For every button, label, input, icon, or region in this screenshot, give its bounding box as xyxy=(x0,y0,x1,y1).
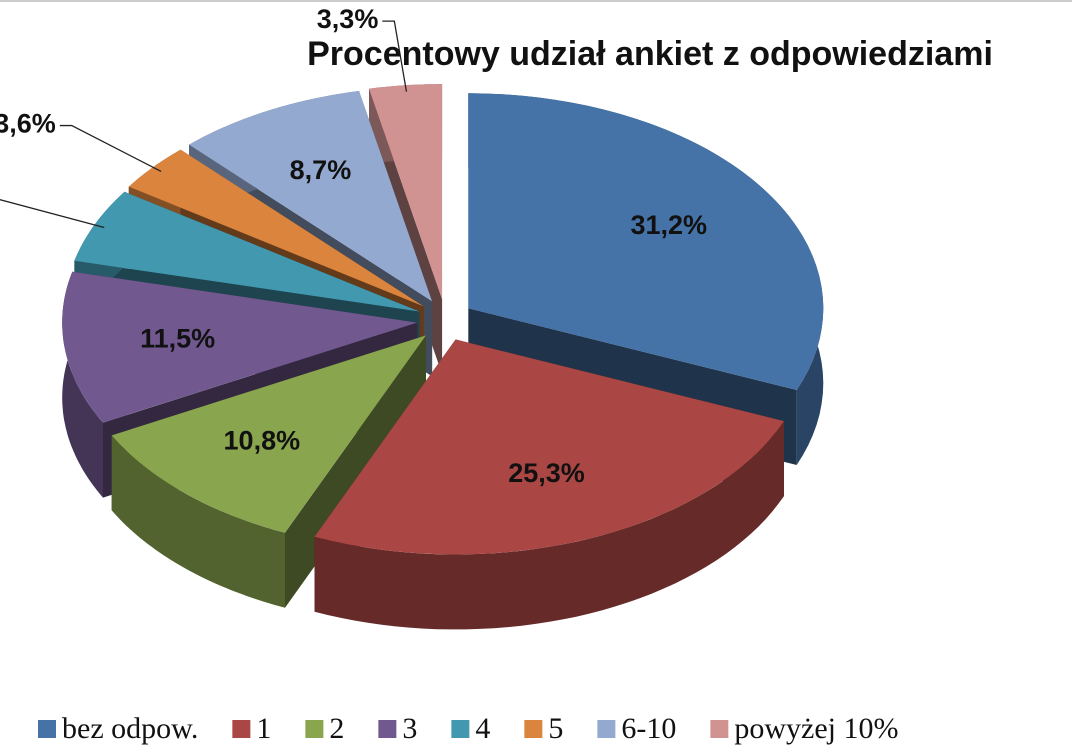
legend-label: 6-10 xyxy=(621,712,676,745)
data-label: 11,5% xyxy=(140,324,215,354)
data-label: 10,8% xyxy=(224,426,301,456)
slice xyxy=(189,90,433,302)
data-label: 25,3% xyxy=(508,458,585,488)
legend-label: bez odpow. xyxy=(62,712,198,745)
slice xyxy=(128,149,424,307)
legend-swatch xyxy=(451,720,470,738)
legend-swatch xyxy=(378,720,397,738)
legend-label: 3 xyxy=(402,712,417,745)
slice xyxy=(74,191,420,312)
data-label: 3,6% xyxy=(0,109,56,139)
legend: bez odpow. 1 2 3 4 5 6-10 powyżej 10% xyxy=(38,712,898,745)
slice xyxy=(369,84,443,300)
slice xyxy=(314,339,784,555)
legend-swatch xyxy=(524,720,543,738)
legend-swatch xyxy=(232,720,251,738)
legend-swatch xyxy=(597,720,616,738)
slice xyxy=(62,271,418,423)
data-label: 3,3% xyxy=(317,4,379,34)
legend-swatch xyxy=(38,720,56,738)
legend-label: 1 xyxy=(256,712,271,745)
leader-line xyxy=(0,199,105,229)
tops xyxy=(62,84,824,555)
legend-label: 4 xyxy=(475,712,490,745)
legend-swatch xyxy=(305,720,324,738)
chart-title: Procentowy udział ankiet z odpowiedziami xyxy=(307,35,993,73)
slice xyxy=(111,335,426,533)
leader-line xyxy=(59,124,162,173)
slice-wall xyxy=(111,435,285,608)
slice xyxy=(468,93,824,390)
legend-label: 2 xyxy=(329,712,344,745)
legend-label: powyżej 10% xyxy=(734,712,898,745)
labels: 31,2%25,3%10,8%11,5%5,6%3,6%8,7%3,3% xyxy=(0,4,707,488)
leader-line xyxy=(382,20,408,92)
legend-swatch xyxy=(710,720,729,738)
data-label: 31,2% xyxy=(630,210,707,240)
legend-label: 5 xyxy=(548,712,563,745)
slice-wall xyxy=(62,271,103,498)
data-label: 8,7% xyxy=(290,155,352,185)
slice-wall xyxy=(314,421,784,630)
